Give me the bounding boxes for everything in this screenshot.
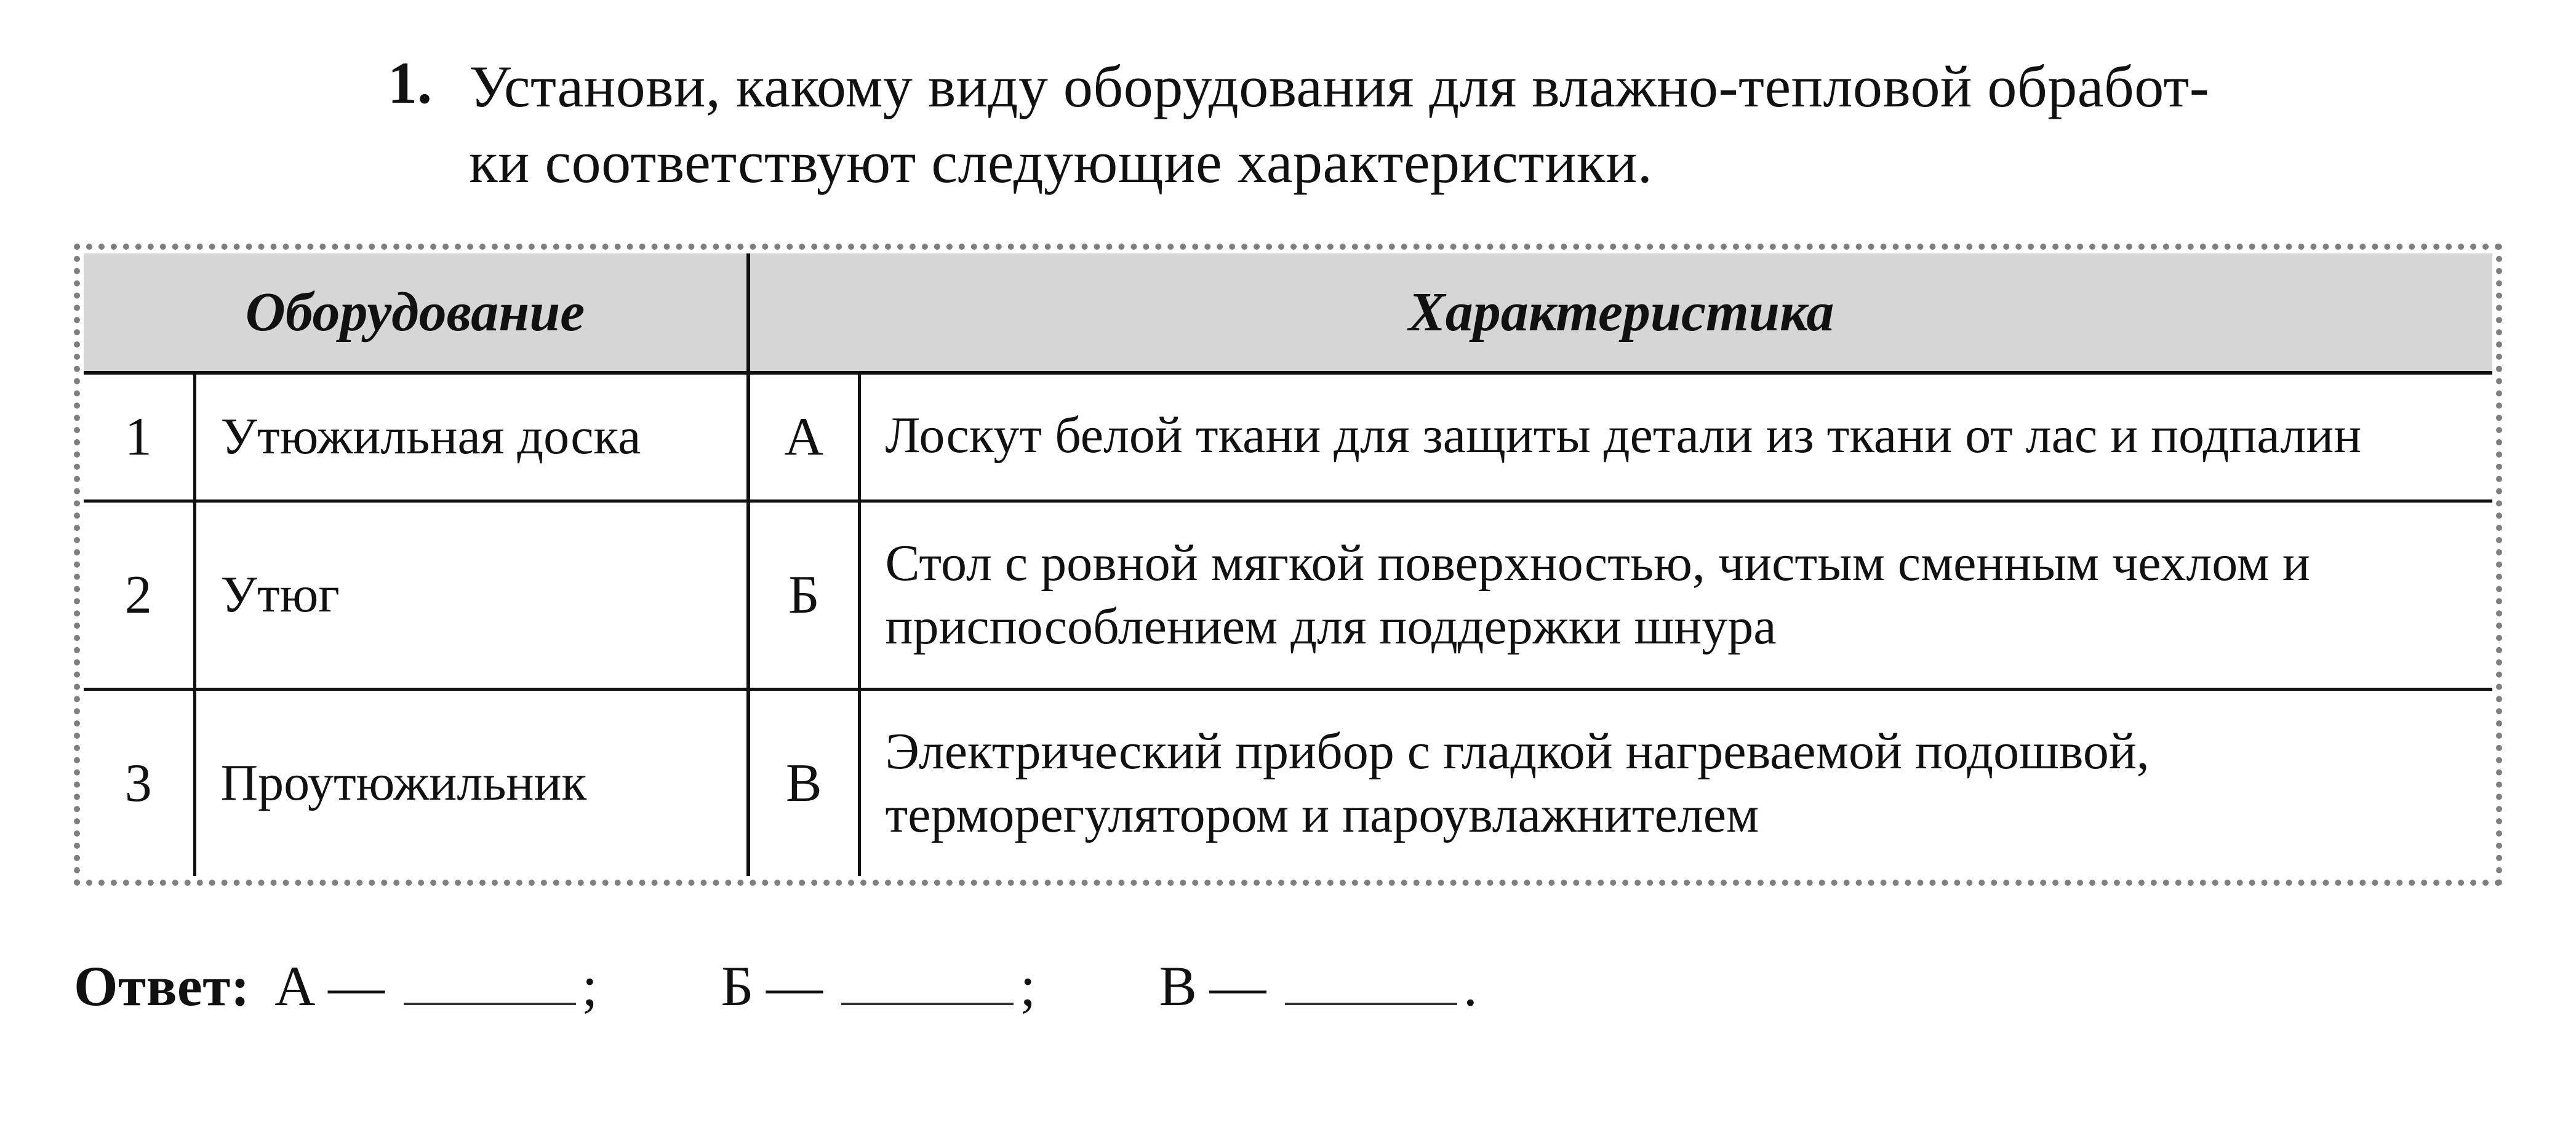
row-letter: В [748, 690, 859, 876]
row-number: 3 [84, 690, 194, 876]
row-letter: А [748, 373, 859, 501]
answer-punctuation: ; [1020, 953, 1036, 1019]
answer-slot-b: Б — ; [721, 953, 1036, 1019]
table-header-row: Оборудование Характеристика [84, 253, 2492, 373]
answer-line: Ответ: А — ; Б — ; В — . [74, 953, 2502, 1019]
row-number: 1 [84, 373, 194, 501]
answer-blank[interactable] [1285, 1000, 1457, 1005]
equipment-cell: Утюжильная доска [194, 373, 748, 501]
matching-table: Оборудование Характеристика 1 Утюжильная… [84, 253, 2492, 876]
answer-slot-v: В — . [1159, 953, 1478, 1019]
answer-slot-letter: Б [721, 953, 754, 1019]
table-row: 3 Проутюжильник В Электрический прибор с… [84, 690, 2492, 876]
table-row: 1 Утюжильная доска А Лоскут белой ткани … [84, 373, 2492, 501]
question-text-line-1: Установи, какому виду оборудования для в… [469, 49, 2209, 125]
answer-blank[interactable] [404, 1000, 576, 1005]
worksheet-page: 1. Установи, какому виду оборудования дл… [0, 0, 2576, 1138]
answer-punctuation: ; [582, 953, 598, 1019]
characteristic-cell: Электрический прибор с гладкой нагреваем… [859, 690, 2492, 876]
dash-icon: — [328, 953, 385, 1019]
question-text-line-2: ки соответствуют следующие характеристик… [469, 125, 2209, 201]
question-text: Установи, какому виду оборудования для в… [469, 49, 2209, 201]
header-equipment: Оборудование [84, 253, 748, 373]
question-number: 1. [388, 49, 432, 201]
dash-icon: — [766, 953, 823, 1019]
characteristic-cell: Стол с ровной мягкой поверхностью, чисты… [859, 501, 2492, 690]
answer-slot-letter: А [274, 953, 316, 1019]
table-row: 2 Утюг Б Стол с ровной мягкой поверхност… [84, 501, 2492, 690]
dash-icon: — [1209, 953, 1266, 1019]
row-number: 2 [84, 501, 194, 690]
matching-table-wrap: Оборудование Характеристика 1 Утюжильная… [74, 244, 2502, 886]
answer-blank[interactable] [841, 1000, 1014, 1005]
question-block: 1. Установи, какому виду оборудования дл… [388, 49, 2465, 201]
row-letter: Б [748, 501, 859, 690]
dotted-outer-border: Оборудование Характеристика 1 Утюжильная… [74, 244, 2502, 886]
equipment-cell: Проутюжильник [194, 690, 748, 876]
answer-label: Ответ: [74, 953, 250, 1019]
equipment-cell: Утюг [194, 501, 748, 690]
answer-punctuation: . [1463, 953, 1478, 1019]
answer-slot-a: А — ; [274, 953, 598, 1019]
answer-slot-letter: В [1159, 953, 1198, 1019]
header-characteristic: Характеристика [748, 253, 2492, 373]
characteristic-cell: Лоскут белой ткани для защиты детали из … [859, 373, 2492, 501]
